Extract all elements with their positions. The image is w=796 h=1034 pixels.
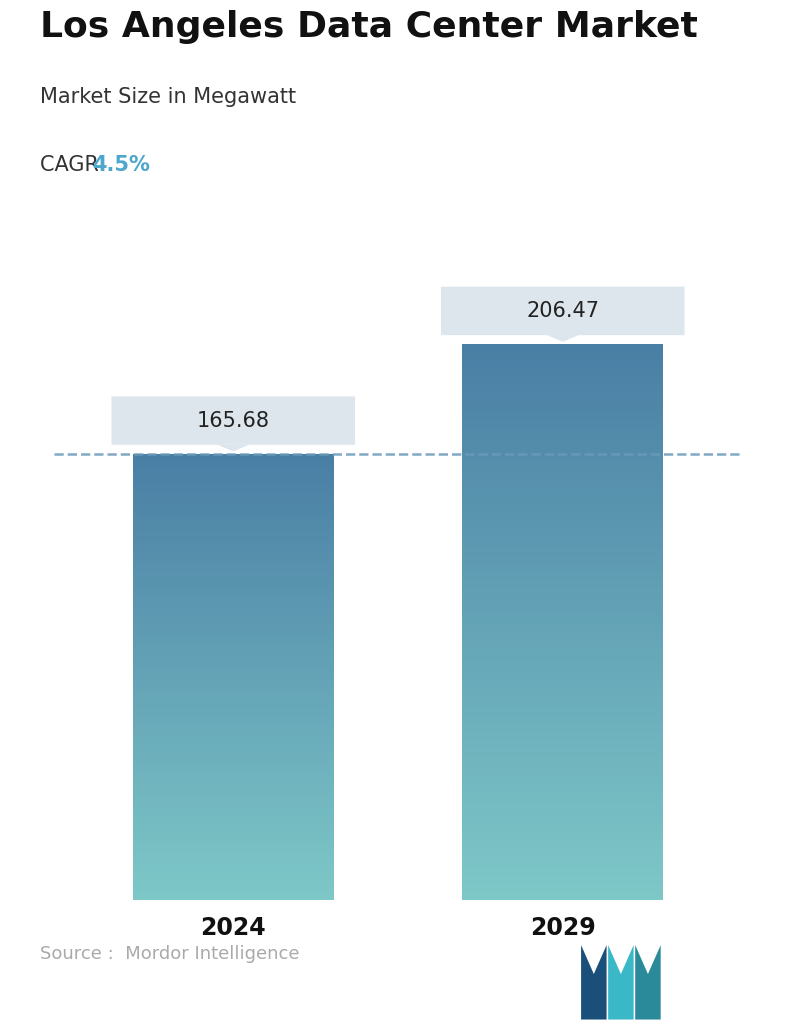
Text: Source :  Mordor Intelligence: Source : Mordor Intelligence [40, 945, 299, 963]
Polygon shape [547, 335, 579, 342]
Text: 165.68: 165.68 [197, 410, 270, 430]
Polygon shape [581, 945, 607, 1020]
Text: CAGR: CAGR [40, 155, 105, 175]
Text: Market Size in Megawatt: Market Size in Megawatt [40, 87, 296, 107]
Text: Los Angeles Data Center Market: Los Angeles Data Center Market [40, 10, 697, 44]
Text: 206.47: 206.47 [526, 301, 599, 321]
Polygon shape [608, 945, 634, 1020]
Polygon shape [635, 945, 661, 1020]
FancyBboxPatch shape [441, 286, 685, 335]
Text: 4.5%: 4.5% [92, 155, 150, 175]
Polygon shape [217, 445, 249, 452]
FancyBboxPatch shape [111, 396, 355, 445]
